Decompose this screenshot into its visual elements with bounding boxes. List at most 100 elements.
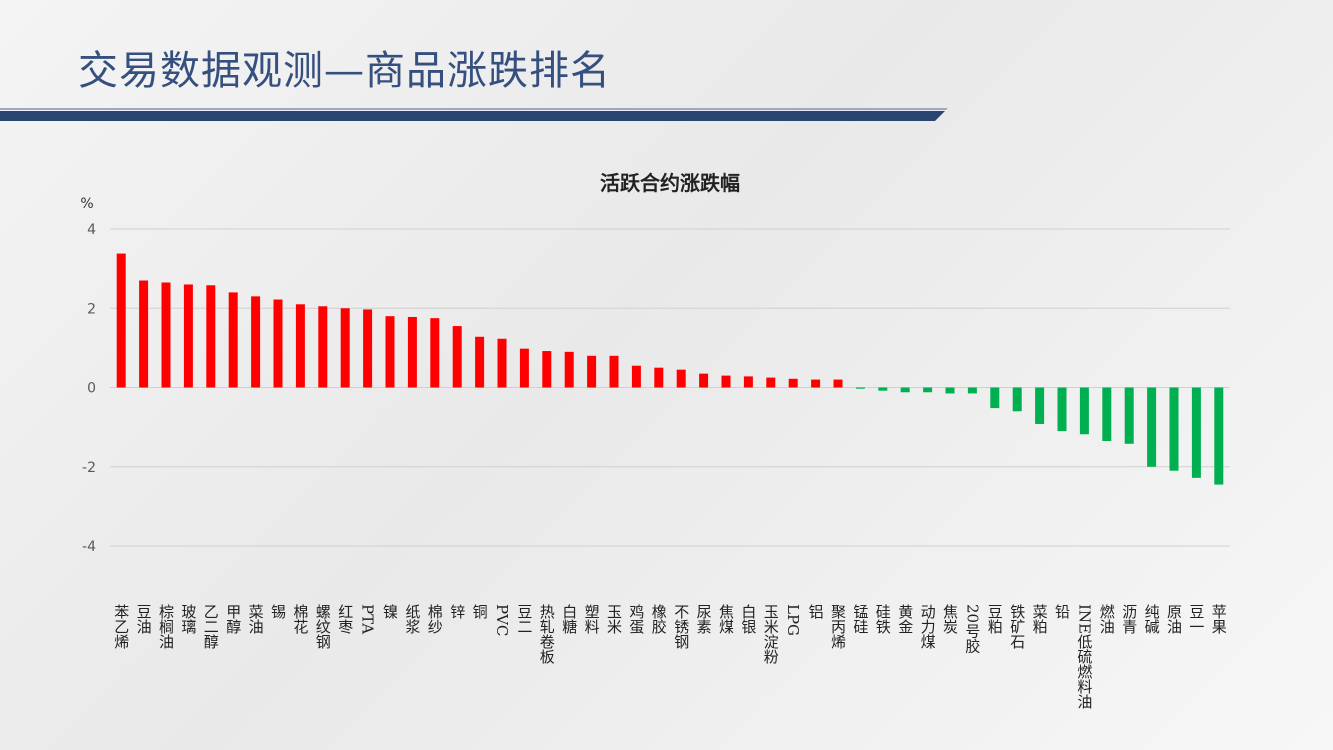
x-tick-label: 棕榈油: [157, 604, 175, 649]
bar: [1214, 387, 1224, 485]
x-tick-label: 动力煤: [919, 604, 937, 649]
bar: [833, 379, 843, 388]
y-tick-label: 2: [87, 301, 96, 317]
x-tick-label: 20号胶: [963, 604, 981, 654]
x-tick-label: 塑料: [583, 604, 601, 634]
bar: [923, 387, 933, 393]
bar: [161, 282, 171, 388]
x-tick-label: 白糖: [560, 604, 578, 634]
bar: [273, 299, 283, 388]
bar: [363, 309, 373, 388]
x-tick-label: 豆粕: [986, 604, 1004, 634]
x-tick-label: 镍: [381, 603, 399, 619]
x-tick-label: 纸浆: [403, 604, 421, 634]
bar: [340, 308, 350, 388]
bar: [1124, 387, 1134, 444]
bar: [609, 355, 619, 388]
x-tick-label: 锰硅: [851, 604, 869, 634]
x-tick-label: 铅: [1053, 604, 1071, 619]
x-tick-label: 焦煤: [717, 604, 735, 634]
x-tick-label: 螺纹钢: [314, 604, 332, 650]
bar: [788, 378, 798, 388]
x-tick-label: 豆一: [1187, 604, 1205, 634]
x-tick-label: 燃油: [1098, 603, 1116, 634]
x-tick-label: 硅铁: [874, 604, 892, 634]
bar: [519, 348, 529, 388]
bar: [295, 304, 305, 388]
bar: [139, 280, 149, 388]
bar: [183, 284, 193, 388]
bar: [1079, 387, 1089, 435]
x-tick-label: 原油: [1165, 604, 1183, 634]
chart-title: 活跃合约涨跌幅: [600, 171, 740, 195]
x-tick-label: 鸡蛋: [627, 604, 645, 635]
x-tick-label: 甲醇: [224, 604, 242, 634]
bar: [385, 316, 395, 388]
x-tick-label: 玉米淀粉: [762, 604, 780, 665]
bar: [318, 306, 328, 388]
bar: [116, 253, 126, 388]
x-tick-label: 黄金: [896, 604, 914, 634]
x-tick-label: 不锈钢: [672, 604, 690, 650]
bar: [407, 316, 417, 388]
x-tick-label: 聚丙烯: [829, 604, 847, 649]
x-tick-label: INE低硫燃料油: [1075, 604, 1093, 709]
x-tick-label: 苹果: [1210, 604, 1228, 634]
y-tick-label: -4: [82, 539, 96, 555]
bar: [967, 387, 977, 394]
x-tick-label: 铁矿石: [1008, 604, 1026, 649]
bar: [1057, 387, 1067, 432]
bar: [878, 387, 888, 391]
x-tick-label: 尿素: [695, 604, 713, 634]
x-tick-label: 纯碱: [1143, 604, 1161, 635]
header-stripe-light: [0, 108, 948, 110]
bar: [676, 369, 686, 388]
x-tick-label: 棉纱: [426, 604, 444, 634]
x-tick-label: 白银: [739, 604, 757, 634]
bar: [1035, 387, 1045, 424]
bar: [631, 365, 641, 388]
x-tick-label: LPG: [784, 604, 802, 636]
bar: [206, 285, 216, 388]
x-tick-label: 焦炭: [941, 604, 959, 634]
bar: [228, 292, 238, 388]
bar: [811, 379, 821, 388]
bar: [587, 355, 597, 388]
x-tick-label: 豆油: [135, 604, 153, 634]
bar: [1169, 387, 1179, 471]
bar: [452, 326, 462, 388]
page-title: 交易数据观测—商品涨跌排名: [78, 48, 611, 94]
bar: [654, 367, 664, 388]
bar: [721, 375, 731, 388]
x-tick-label: 棉花: [291, 604, 309, 635]
x-tick-label: 橡胶: [650, 604, 668, 635]
bar: [564, 351, 574, 388]
bar: [497, 338, 507, 388]
bar: [430, 318, 440, 388]
x-tick-label: 红枣: [336, 604, 354, 634]
bar: [475, 336, 485, 388]
x-tick-label: 铝: [807, 604, 825, 619]
bar: [1147, 387, 1157, 467]
x-tick-label: 沥青: [1120, 604, 1138, 634]
x-tick-label: 锌: [448, 604, 466, 619]
bar: [855, 387, 865, 389]
bar: [743, 376, 753, 388]
y-unit: %: [80, 196, 93, 212]
x-tick-label: 铜: [471, 604, 489, 620]
bar: [900, 387, 910, 393]
x-tick-label: 菜油: [247, 604, 265, 634]
bar: [766, 377, 776, 388]
x-tick-label: PTA: [359, 604, 377, 634]
x-tick-label: 豆二: [515, 604, 533, 634]
header-stripe: [0, 111, 945, 121]
x-tick-label: 菜粕: [1031, 604, 1049, 634]
y-tick-label: 0: [87, 381, 96, 397]
bar: [699, 373, 709, 388]
y-tick-label: -2: [82, 460, 96, 476]
x-tick-label: 玉米: [605, 604, 623, 634]
y-tick-label: 4: [87, 222, 96, 238]
x-tick-label: 锡: [269, 604, 287, 619]
